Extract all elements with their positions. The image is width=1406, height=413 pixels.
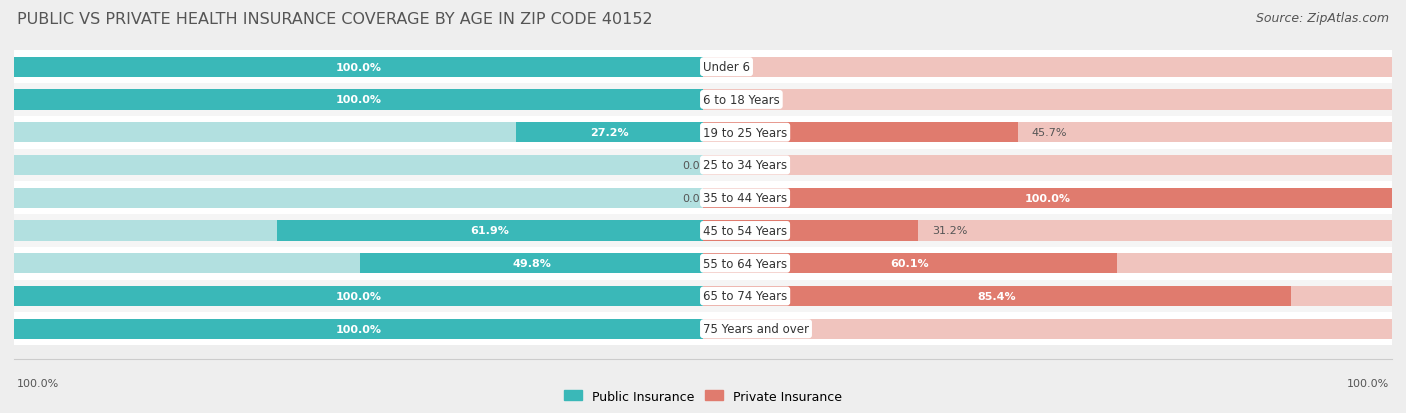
Text: 100.0%: 100.0% [336,95,381,105]
Text: 27.2%: 27.2% [591,128,628,138]
Bar [14,254,703,274]
Bar [14,123,703,143]
Bar [703,116,1392,149]
Bar [703,286,1291,306]
Bar [703,254,1116,274]
Text: 49.8%: 49.8% [512,259,551,268]
Bar [277,221,703,241]
Text: 45.7%: 45.7% [1032,128,1067,138]
Text: PUBLIC VS PRIVATE HEALTH INSURANCE COVERAGE BY AGE IN ZIP CODE 40152: PUBLIC VS PRIVATE HEALTH INSURANCE COVER… [17,12,652,27]
Bar [703,319,1392,339]
Bar [703,280,1392,313]
Bar [516,123,703,143]
Text: 0.0%: 0.0% [717,161,745,171]
Text: 61.9%: 61.9% [471,226,509,236]
Bar [14,221,703,241]
Bar [14,182,703,215]
Bar [14,57,703,78]
Text: 0.0%: 0.0% [717,324,745,334]
Bar [14,286,703,306]
Text: 65 to 74 Years: 65 to 74 Years [703,290,787,303]
Bar [703,51,1392,84]
Text: 100.0%: 100.0% [1025,193,1070,203]
Text: 45 to 54 Years: 45 to 54 Years [703,224,787,237]
Bar [360,254,703,274]
Bar [14,90,703,110]
Text: 0.0%: 0.0% [682,193,710,203]
Bar [14,319,703,339]
Bar [703,188,1392,209]
Text: 0.0%: 0.0% [682,161,710,171]
Bar [14,51,703,84]
Text: 75 Years and over: 75 Years and over [703,323,808,335]
Text: 60.1%: 60.1% [891,259,929,268]
Bar [14,215,703,247]
Bar [703,155,1392,176]
Text: 19 to 25 Years: 19 to 25 Years [703,126,787,139]
Text: Under 6: Under 6 [703,61,749,74]
Bar [703,221,918,241]
Bar [703,57,1392,78]
Bar [703,188,1392,209]
Text: 6 to 18 Years: 6 to 18 Years [703,94,780,107]
Bar [703,90,1392,110]
Bar [14,57,703,78]
Bar [703,247,1392,280]
Text: 100.0%: 100.0% [17,378,59,388]
Bar [703,123,1392,143]
Text: 31.2%: 31.2% [932,226,967,236]
Bar [14,155,703,176]
Bar [14,313,703,345]
Text: 100.0%: 100.0% [336,291,381,301]
Text: 100.0%: 100.0% [336,324,381,334]
Text: 100.0%: 100.0% [1347,378,1389,388]
Bar [703,286,1392,306]
Bar [14,247,703,280]
Text: 100.0%: 100.0% [336,62,381,73]
Text: 55 to 64 Years: 55 to 64 Years [703,257,787,270]
Bar [703,313,1392,345]
Text: 25 to 34 Years: 25 to 34 Years [703,159,787,172]
Text: 85.4%: 85.4% [977,291,1017,301]
Bar [703,149,1392,182]
Bar [703,84,1392,116]
Bar [14,84,703,116]
Bar [14,149,703,182]
Bar [14,90,703,110]
Text: 0.0%: 0.0% [717,62,745,73]
Text: 0.0%: 0.0% [717,95,745,105]
Legend: Public Insurance, Private Insurance: Public Insurance, Private Insurance [564,390,842,403]
Bar [14,116,703,149]
Bar [703,221,1392,241]
Bar [14,286,703,306]
Bar [14,280,703,313]
Bar [703,123,1018,143]
Bar [14,319,703,339]
Text: 35 to 44 Years: 35 to 44 Years [703,192,787,205]
Bar [14,188,703,209]
Bar [703,182,1392,215]
Bar [703,215,1392,247]
Text: Source: ZipAtlas.com: Source: ZipAtlas.com [1256,12,1389,25]
Bar [703,254,1392,274]
